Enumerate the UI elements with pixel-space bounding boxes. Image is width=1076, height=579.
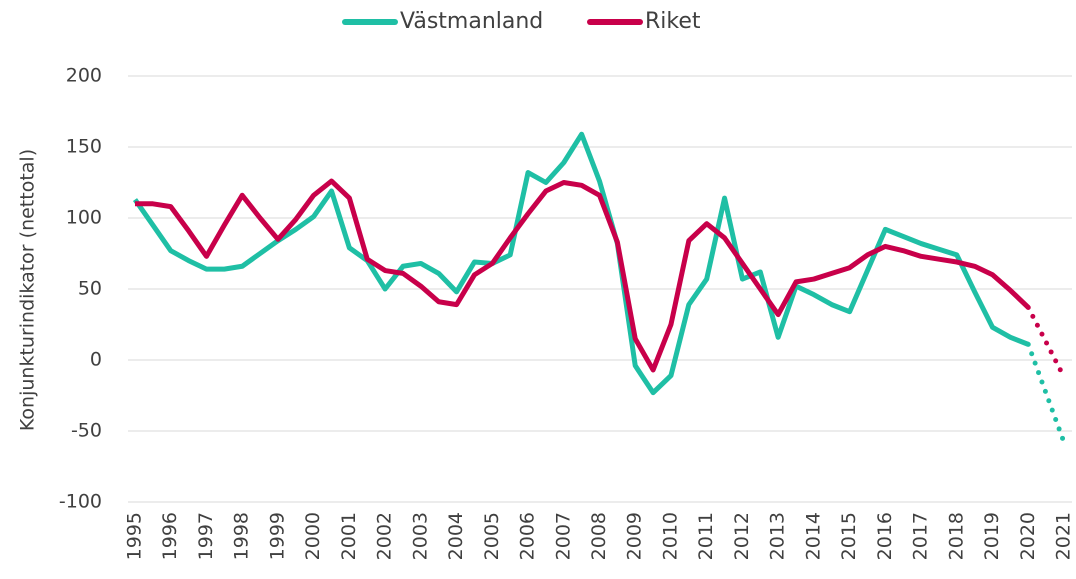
x-tick-label: 2018	[945, 512, 967, 560]
x-tick-label: 1996	[159, 512, 181, 560]
y-axis-label: Konjunkturindikator (nettotal)	[17, 149, 39, 431]
x-tick-label: 2002	[374, 512, 396, 560]
x-tick-label: 1997	[195, 512, 217, 560]
x-tick-label: 1998	[231, 512, 253, 560]
forecast-line	[1025, 341, 1067, 445]
x-tick-label: 2010	[659, 512, 681, 560]
x-tick-label: 2017	[910, 512, 932, 560]
x-tick-label: 2013	[767, 512, 789, 560]
x-tick-label: 2021	[1053, 512, 1075, 560]
x-tick-label: 2016	[874, 512, 896, 560]
y-tick-label: -50	[71, 420, 102, 442]
y-tick-label: 100	[66, 207, 102, 229]
legend-label: Riket	[645, 9, 701, 34]
x-tick-label: 2014	[802, 512, 824, 560]
y-tick-label: 50	[78, 278, 102, 300]
x-tick-label: 2000	[302, 512, 324, 560]
x-tick-label: 2015	[838, 512, 860, 560]
series-line	[132, 131, 1030, 396]
forecast-line	[1025, 304, 1067, 380]
x-tick-label: 2020	[1017, 512, 1039, 560]
y-tick-label: 200	[66, 65, 102, 87]
x-tick-label: 2006	[517, 512, 539, 560]
x-tick-label: 2004	[445, 512, 467, 560]
x-tick-label: 2008	[588, 512, 610, 560]
x-tick-label: 2019	[981, 512, 1003, 560]
x-tick-label: 2005	[481, 512, 503, 560]
x-tick-label: 2003	[409, 512, 431, 560]
y-tick-label: -100	[59, 491, 102, 513]
x-tick-label: 2012	[731, 512, 753, 560]
x-tick-label: 1995	[124, 512, 146, 560]
y-tick-label: 0	[90, 349, 102, 371]
x-tick-label: 2007	[552, 512, 574, 560]
x-tick-label: 1999	[266, 512, 288, 560]
y-tick-label: 150	[66, 136, 102, 158]
series-line	[135, 178, 1030, 373]
x-tick-label: 2001	[338, 512, 360, 560]
x-tick-label: 2011	[695, 512, 717, 560]
x-tick-label: 2009	[624, 512, 646, 560]
legend-label: Västmanland	[400, 9, 543, 34]
